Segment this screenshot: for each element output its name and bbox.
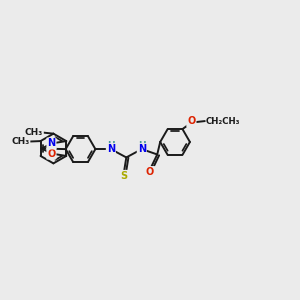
Text: CH₃: CH₃ [25,128,43,137]
Text: N: N [138,144,146,154]
Text: CH₂CH₃: CH₂CH₃ [206,117,241,126]
Text: O: O [146,167,154,177]
Text: H: H [138,141,146,150]
Text: H: H [107,141,115,150]
Text: N: N [47,139,56,148]
Text: S: S [120,171,128,181]
Text: CH₃: CH₃ [11,137,29,146]
Text: O: O [47,148,56,159]
Text: N: N [107,144,115,154]
Text: O: O [187,116,196,126]
